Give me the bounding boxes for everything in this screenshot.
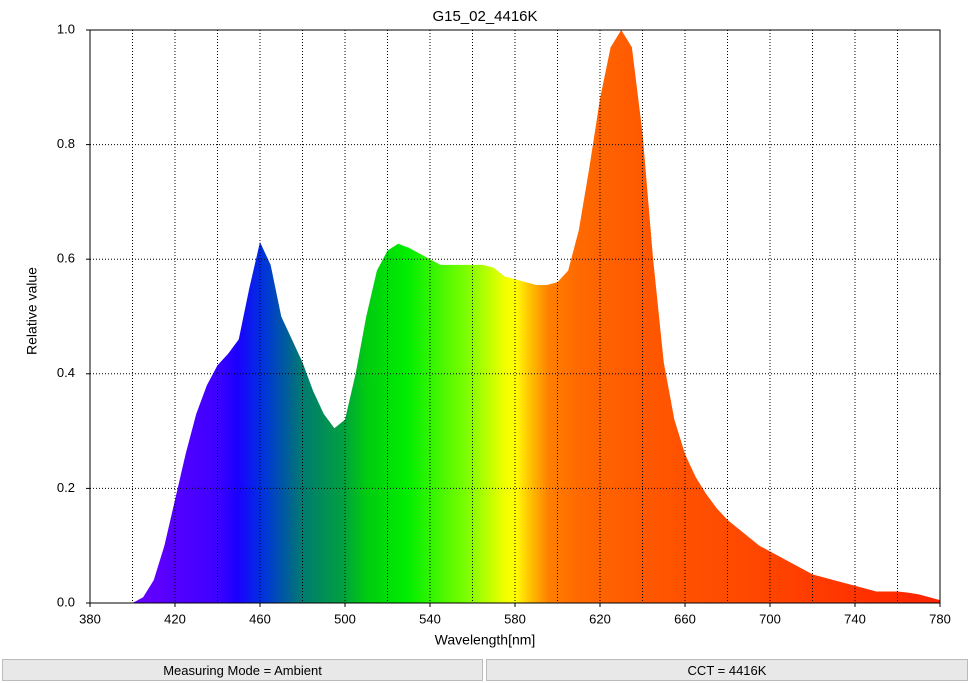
y-tick-label: 0.0 [57,594,75,609]
plot-frame [89,29,941,604]
chart: G15_02_4416K Wavelength[nm] Relative val… [24,8,951,648]
x-axis-label: Wavelength[nm] [435,632,536,648]
x-tick-label: 420 [164,611,186,626]
x-tick-label: 660 [674,611,696,626]
y-tick-label: 0.2 [57,480,75,495]
spectrum-area [132,30,940,603]
x-tick-label: 620 [589,611,611,626]
x-tick-label: 740 [844,611,866,626]
x-tick-label: 500 [334,611,356,626]
y-tick-label: 0.8 [57,136,75,151]
x-tick-label: 700 [759,611,781,626]
y-axis-label: Relative value [24,267,40,355]
y-tick-label: 0.4 [57,365,75,380]
x-tick-label: 540 [419,611,441,626]
cct: CCT = 4416K [486,659,968,681]
measuring-mode: Measuring Mode = Ambient [2,659,483,681]
x-tick-label: 780 [929,611,951,626]
y-tick-label: 1.0 [57,21,75,36]
y-tick-label: 0.6 [57,251,75,266]
x-tick-label: 580 [504,611,526,626]
x-tick-label: 380 [79,611,101,626]
x-tick-label: 460 [249,611,271,626]
chart-title: G15_02_4416K [432,8,537,25]
